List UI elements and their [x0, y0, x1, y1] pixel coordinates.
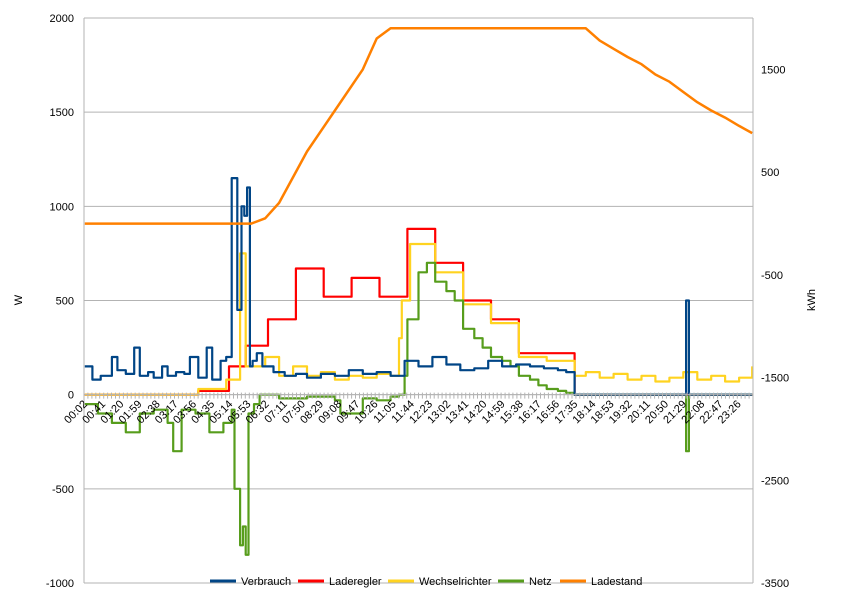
- x-minor-ticks: [83, 392, 754, 399]
- y-tick-label: -1000: [46, 578, 74, 590]
- series-line-laderegler: [84, 227, 753, 396]
- y-tick-label: 1000: [50, 201, 74, 213]
- legend: Verbrauch Laderegler Wechselrichter Netz Lad…: [210, 576, 642, 588]
- y2-tick-label: 1500: [761, 64, 785, 76]
- legend-label: Ladestand: [591, 576, 642, 588]
- legend-label: Netz: [529, 576, 552, 588]
- y2-tick-label: -500: [761, 270, 783, 282]
- series-line-ladestand: [84, 27, 753, 225]
- y2-tick-label: -1500: [761, 373, 789, 385]
- y-axis-title: W: [13, 294, 25, 305]
- y-tick-label: 1500: [50, 107, 74, 119]
- y2-tick-label: -3500: [761, 578, 789, 590]
- y-tick-label: 2000: [50, 13, 74, 25]
- legend-label: Laderegler: [329, 576, 382, 588]
- y2-tick-label: 500: [761, 167, 779, 179]
- y-tick-label: -500: [52, 484, 74, 496]
- legend-label: Verbrauch: [241, 576, 291, 588]
- y2-axis-title: kWh: [806, 289, 818, 311]
- y2-tick-label: -2500: [761, 475, 789, 487]
- series-line-verbrauch: [84, 177, 753, 396]
- legend-label: Wechselrichter: [419, 576, 492, 588]
- y-tick-label: 0: [68, 390, 74, 402]
- series-layer: [84, 27, 754, 556]
- y-tick-label: 500: [56, 296, 74, 308]
